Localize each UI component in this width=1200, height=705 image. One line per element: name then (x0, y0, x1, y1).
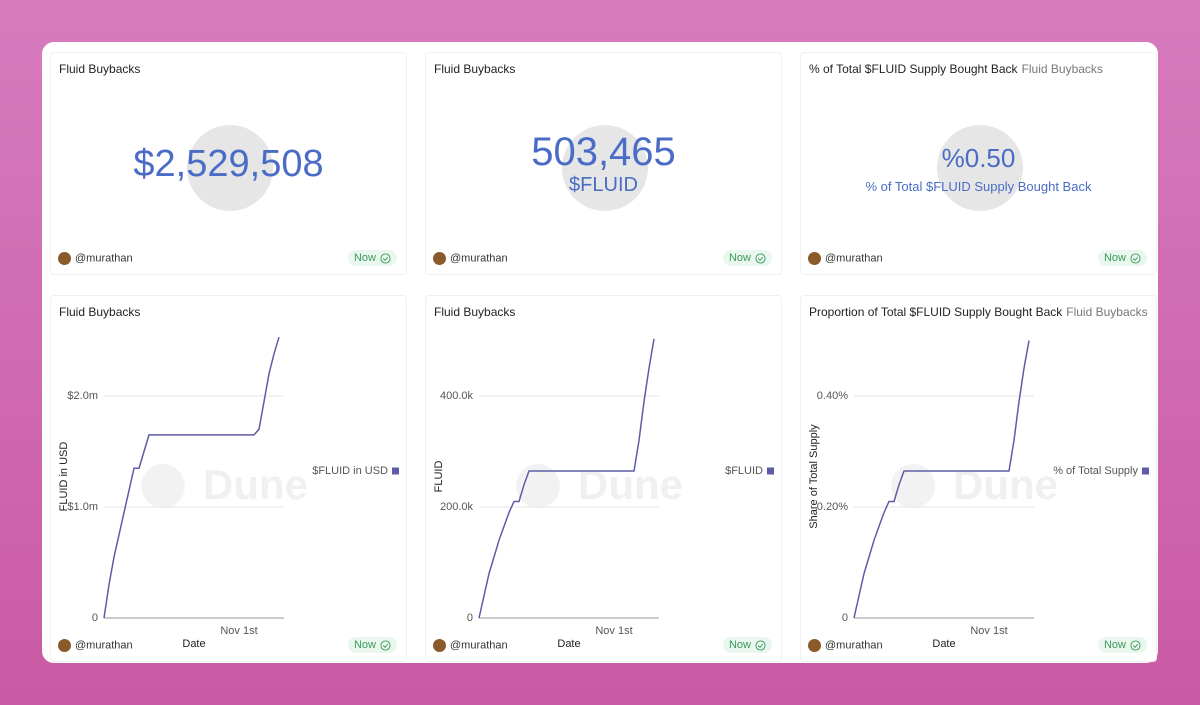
widget-subtitle: Fluid Buybacks (1021, 62, 1103, 76)
y-tick-label: 0.40% (817, 390, 848, 402)
x-tick-label: Nov 1st (970, 625, 1007, 637)
counter-widget[interactable]: % of Total $FLUID Supply Bought Back Flui… (800, 52, 1157, 275)
status-text: Now (728, 252, 751, 264)
status[interactable]: Now (1097, 250, 1147, 266)
widget-title: Fluid Buybacks (59, 62, 141, 76)
status-text: Now (1103, 639, 1126, 651)
line (853, 340, 1030, 619)
status-text: Now (728, 639, 751, 651)
author[interactable]: @murathan (433, 251, 508, 265)
status[interactable]: Now (722, 250, 772, 266)
author-name: @murathan (75, 638, 133, 651)
status[interactable]: Now (1097, 637, 1147, 653)
counter-widget[interactable]: Fluid Buybacks $2,529,508 @murathan Now (50, 52, 407, 275)
chart: Dune 0 $1.0m $2.0m Nov 1st Date FLUID in USD $F… (58, 336, 399, 650)
watermark: Dune (516, 461, 683, 508)
author-name: @murathan (450, 251, 508, 264)
author[interactable]: @murathan (58, 638, 133, 652)
y-tick-label: 0 (467, 612, 473, 624)
author[interactable]: @murathan (58, 251, 133, 265)
counter-value: %0.50 (941, 143, 1016, 173)
chart-widget[interactable]: Fluid Buybacks Dune 0 200.0k 400.0k Nov 1st Da… (425, 295, 782, 662)
line (478, 338, 655, 619)
watermark-text: Dune (203, 461, 308, 508)
x-axis-title: Date (932, 638, 955, 650)
x-tick-label: Nov 1st (595, 625, 632, 637)
status[interactable]: Now (722, 637, 772, 653)
counter-label: $FLUID (569, 174, 638, 196)
author-name: @murathan (450, 638, 508, 651)
author[interactable]: @murathan (433, 638, 508, 652)
y-axis-title: FLUID (433, 461, 445, 493)
legend-swatch (767, 467, 774, 475)
y-tick-label: 0 (842, 612, 848, 624)
status-text: Now (353, 639, 376, 651)
widget-title: % of Total $FLUID Supply Bought Back Flui… (809, 62, 1149, 76)
y-axis-title: Share of Total Supply (808, 424, 820, 529)
line (103, 336, 280, 619)
legend-label: $FLUID in USD (312, 465, 388, 477)
status[interactable]: Now (347, 637, 397, 653)
chart-widget[interactable]: Fluid Buybacks Dune 0 $1.0m $2.0m Nov 1st Date… (50, 295, 407, 662)
watermark-text: Dune (953, 461, 1058, 508)
author-name: @murathan (825, 251, 883, 264)
counter-widget[interactable]: Fluid Buybacks 503,465 $FLUID @murathan N… (425, 52, 782, 275)
status[interactable]: Now (347, 250, 397, 266)
legend-label: $FLUID (725, 465, 763, 477)
author-name: @murathan (825, 638, 883, 651)
y-tick-label: 0 (92, 612, 98, 624)
title-text: % of Total $FLUID Supply Bought Back (809, 62, 1018, 76)
y-axis-title: FLUID in USD (58, 442, 70, 512)
counter-value: $2,529,508 (133, 143, 324, 185)
y-tick-label: $2.0m (67, 390, 98, 402)
chart-widget[interactable]: Proportion of Total $FLUID Supply Bought… (800, 295, 1157, 662)
status-text: Now (1103, 252, 1126, 264)
watermark-logo (141, 464, 185, 508)
legend-swatch (1142, 467, 1149, 475)
author[interactable]: @murathan (808, 638, 883, 652)
chart: Dune 0 0.20% 0.40% Nov 1st Date Share of Total… (808, 340, 1149, 650)
y-tick-label: 400.0k (440, 390, 474, 402)
y-tick-label: 200.0k (440, 501, 474, 513)
author-name: @murathan (75, 251, 133, 264)
x-axis-title: Date (182, 638, 205, 650)
chart: Dune 0 200.0k 400.0k Nov 1st Date FLUID $FLUID (433, 338, 774, 650)
counter-label: % of Total $FLUID Supply Bought Back (865, 179, 1092, 194)
watermark-circle (187, 125, 273, 211)
watermark-circle (562, 125, 648, 211)
watermark-circle (937, 125, 1023, 211)
legend-label: % of Total Supply (1053, 465, 1138, 477)
author[interactable]: @murathan (808, 251, 883, 265)
legend-swatch (392, 467, 399, 475)
widget-title: Fluid Buybacks (434, 62, 516, 76)
dashboard: Fluid Buybacks $2,529,508 @murathan Now F… (42, 42, 1158, 663)
y-tick-label: 0.20% (817, 501, 848, 513)
y-tick-label: $1.0m (67, 501, 98, 513)
x-axis-title: Date (557, 638, 580, 650)
x-tick-label: Nov 1st (220, 625, 257, 637)
watermark: Dune (141, 461, 308, 508)
watermark-text: Dune (578, 461, 683, 508)
counter-value: 503,465 (531, 130, 676, 174)
watermark: Dune (891, 461, 1058, 508)
status-text: Now (353, 252, 376, 264)
